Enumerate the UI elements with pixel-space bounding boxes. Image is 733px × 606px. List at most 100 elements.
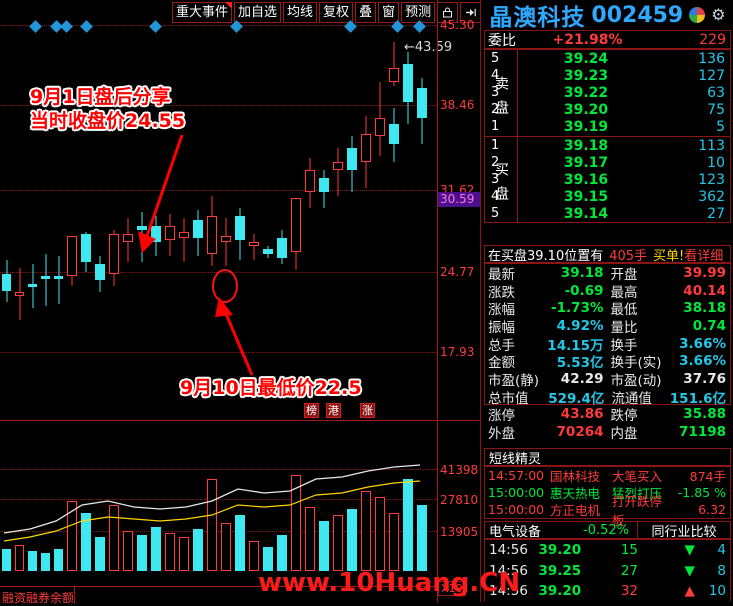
stock-code: 002459 [591, 2, 684, 28]
stat-row: 涨停 43.86 跌停 35.88 [485, 406, 730, 424]
order-index: 2 [491, 102, 500, 117]
order-volume: 10 [707, 154, 725, 171]
stat-row: 总手 14.15万 换手 3.66% [485, 335, 730, 354]
event-badge-gang[interactable]: 港 [326, 403, 341, 418]
tick-row: 14:56 39.20 15 ▼ 4 [485, 540, 730, 561]
toolbar-button-adjust[interactable]: 复权 [319, 2, 354, 23]
notice-text: 在买盘39.10位置有 [488, 248, 604, 264]
toolbar-button-add-watchlist[interactable]: 加自选 [234, 2, 282, 23]
order-row-sell[interactable]: 1 39.19 5 [485, 118, 730, 135]
candle [221, 218, 231, 266]
stat-key: 振幅 [488, 319, 515, 336]
tick-direction-down-icon: ▼ [684, 562, 695, 579]
order-price: 39.16 [563, 171, 609, 188]
order-row-buy[interactable]: 5 39.14 27 [485, 205, 730, 222]
divider [74, 587, 75, 604]
news-value: 874手 [689, 469, 726, 484]
volume-gridline [0, 469, 437, 470]
candle [389, 42, 399, 86]
stat-key: 最新 [488, 266, 515, 283]
candle [305, 158, 315, 208]
buy-side-label: 买盘 [493, 162, 509, 210]
order-row-buy[interactable]: 4 39.15 362 [485, 188, 730, 205]
order-row-sell[interactable]: 5 39.24 136 [485, 50, 730, 67]
order-index: 5 [491, 206, 500, 221]
event-badge-bang[interactable]: 榜 [304, 403, 319, 418]
sector-name: 电气设备 [489, 524, 542, 540]
tick-time: 14:56 [489, 542, 528, 559]
price-tick: 38.46 [440, 98, 475, 112]
stat-key: 金额 [488, 355, 515, 372]
tick-extra: 8 [717, 562, 726, 579]
order-volume: 75 [707, 101, 725, 118]
stat-key: 最高 [610, 284, 638, 301]
toolbar-button-window[interactable]: 窗 [378, 2, 400, 23]
order-price: 39.22 [563, 84, 609, 101]
gear-icon[interactable]: ⚙ [711, 5, 726, 24]
order-row-sell[interactable]: 4 39.23 127 [485, 67, 730, 84]
notice-detail-link[interactable]: 看详细 [684, 248, 724, 264]
event-badge-zhang[interactable]: 涨 [360, 403, 375, 418]
news-row[interactable]: 15:00:00 方正电机 打开跌停板 6.32 [485, 494, 730, 528]
sector-row[interactable]: 电气设备 -0.52% 同行业比较 [484, 521, 731, 540]
order-row-buy[interactable]: 1 39.18 113 [485, 137, 730, 154]
quote-panel: 晶澳科技 002459 ⚙ 委比 +21.98% 229 卖盘 5 39.24 … [480, 0, 733, 602]
news-row[interactable]: 15:00:00 惠天热电 猛烈打压 -1.85 % [485, 484, 730, 501]
volume-axis: 41398 27810 13905 [437, 421, 481, 603]
pie-chart-icon[interactable] [689, 7, 706, 23]
order-row-buy[interactable]: 2 39.17 10 [485, 154, 730, 171]
stat-value: 4.92% [556, 317, 604, 334]
big-order-notice[interactable]: 在买盘39.10位置有 405手 买单! 看详细 [484, 245, 731, 264]
toolbar-button-major-events[interactable]: 重大事件 [172, 2, 233, 23]
order-volume: 123 [698, 171, 725, 188]
candle [389, 108, 399, 162]
order-index: 4 [491, 68, 500, 83]
annotation-sept1-line2: 当时收盘价24.55 [30, 110, 186, 132]
news-list: 14:57:00 国林科技 大笔买入 874手 15:00:00 惠天热电 猛烈… [484, 466, 731, 528]
sell-side-label: 卖盘 [493, 76, 509, 124]
stat-key: 最低 [610, 302, 638, 319]
tick-volume: 32 [620, 583, 639, 600]
gridline [0, 190, 437, 191]
stat-row: 振幅 4.92% 量比 0.74 [485, 317, 730, 336]
order-row-sell[interactable]: 3 39.22 63 [485, 84, 730, 101]
arrow-right-icon[interactable] [460, 2, 482, 23]
stat-value: 43.86 [560, 406, 604, 423]
stat-key: 总手 [488, 337, 515, 354]
indicator-label[interactable]: 融资融券余额 [2, 591, 75, 605]
toolbar-button-forecast[interactable]: 预测 [401, 2, 436, 23]
news-time: 15:00:00 [488, 485, 545, 500]
candle [165, 214, 175, 256]
stat-key: 跌停 [610, 408, 638, 425]
candle [263, 246, 273, 258]
order-row-buy[interactable]: 3 39.16 123 [485, 171, 730, 188]
stat-key: 开盘 [610, 266, 638, 283]
volume-gridline [0, 499, 437, 500]
order-volume: 136 [698, 50, 725, 67]
stat-row: 涨幅 -1.73% 最低 38.18 [485, 299, 730, 319]
candle [403, 52, 413, 124]
news-row[interactable]: 14:57:00 国林科技 大笔买入 874手 [485, 467, 730, 484]
last-price-tag: 30.59 [438, 192, 482, 207]
toolbar-button-moving-average[interactable]: 均线 [283, 2, 318, 23]
tick-price: 39.20 [538, 542, 582, 559]
news-action: 猛烈打压 [612, 486, 663, 501]
order-volume: 27 [707, 205, 725, 222]
news-action: 大笔买入 [612, 469, 663, 484]
stat-key: 市盈(动) [610, 372, 662, 389]
site-watermark: www.10Huang.CN [258, 568, 521, 598]
order-index: 3 [491, 172, 500, 187]
lock-icon[interactable] [437, 2, 459, 23]
volume-tick: 27810 [440, 493, 479, 507]
news-action: 打开跌停板 [612, 493, 663, 528]
order-row-sell[interactable]: 2 39.20 75 [485, 101, 730, 118]
stat-value: 37.76 [683, 370, 726, 387]
news-stock: 方正电机 [550, 503, 601, 518]
stats-table: 最新 39.18 开盘 39.99 涨跌 -0.69 最高 40.14 涨幅 -… [484, 263, 731, 442]
news-stock: 惠天热电 [550, 486, 601, 501]
news-time: 14:57:00 [488, 468, 545, 483]
price-tick: 45.30 [440, 18, 475, 32]
sector-compare-link[interactable]: 同行业比较 [651, 524, 717, 540]
candle [249, 234, 259, 260]
toolbar-button-overlay[interactable]: 叠 [355, 2, 377, 23]
